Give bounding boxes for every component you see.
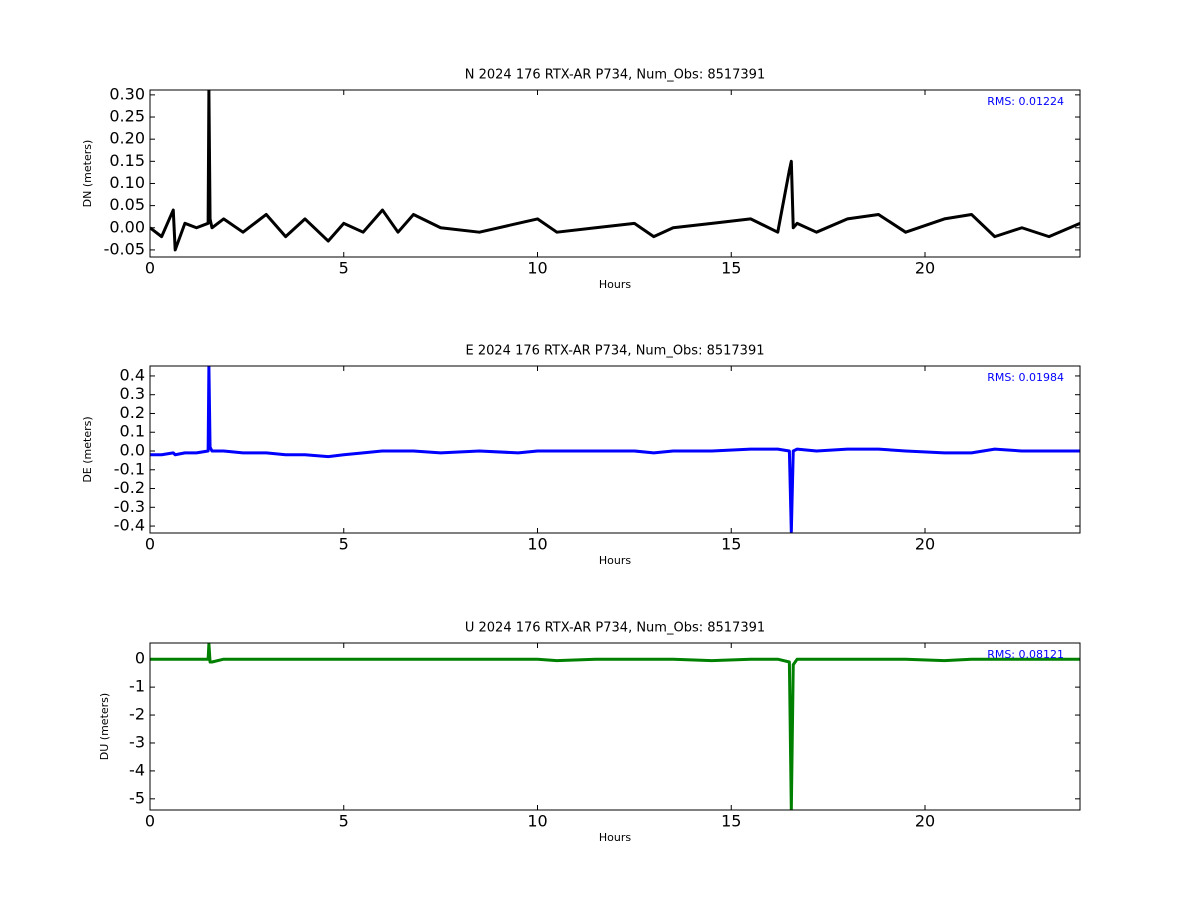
- chart-title: N 2024 176 RTX-AR P734, Num_Obs: 8517391: [465, 68, 765, 83]
- y-tick-label: -3: [129, 732, 145, 751]
- y-tick-label: -0.1: [114, 459, 145, 478]
- rms-annotation: RMS: 0.01984: [987, 371, 1064, 384]
- y-axis-label: DE (meters): [81, 416, 94, 482]
- data-line: [150, 366, 1080, 533]
- y-tick-label: -0.05: [104, 239, 145, 258]
- x-axis-label: Hours: [599, 554, 631, 567]
- x-axis-label: Hours: [599, 278, 631, 291]
- plot-frame: [149, 365, 1081, 534]
- y-tick-label: 0.1: [120, 422, 145, 441]
- x-tick-label: 5: [339, 535, 349, 554]
- x-tick-label: 10: [527, 812, 547, 831]
- y-tick-label: 0.2: [120, 403, 145, 422]
- plot-frame: [149, 642, 1081, 811]
- data-line: [150, 643, 1080, 810]
- y-tick-label: 0.30: [109, 84, 145, 103]
- x-tick-label: 15: [721, 259, 741, 278]
- x-tick-label: 20: [915, 812, 935, 831]
- y-tick-label: -2: [129, 705, 145, 724]
- y-tick-label: -5: [129, 788, 145, 807]
- y-tick-label: 0.3: [120, 384, 145, 403]
- y-tick-label: 0.05: [109, 195, 145, 214]
- x-tick-label: 0: [145, 812, 155, 831]
- rms-annotation: RMS: 0.01224: [987, 95, 1064, 108]
- y-tick-label: 0.20: [109, 129, 145, 148]
- y-axis-label: DU (meters): [98, 693, 111, 760]
- y-axis-label: DN (meters): [81, 140, 94, 208]
- y-tick-label: 0.0: [120, 441, 145, 460]
- y-tick-label: 0.10: [109, 173, 145, 192]
- y-tick-label: 0.15: [109, 151, 145, 170]
- x-tick-label: 15: [721, 812, 741, 831]
- x-axis-label: Hours: [599, 831, 631, 844]
- y-tick-label: 0: [135, 649, 145, 668]
- x-tick-label: 15: [721, 535, 741, 554]
- y-tick-label: -0.3: [114, 497, 145, 516]
- x-tick-label: 20: [915, 535, 935, 554]
- x-tick-label: 5: [339, 259, 349, 278]
- chart-title: E 2024 176 RTX-AR P734, Num_Obs: 8517391: [466, 344, 765, 359]
- x-tick-label: 0: [145, 259, 155, 278]
- x-tick-label: 20: [915, 259, 935, 278]
- data-line: [150, 90, 1080, 252]
- y-tick-label: 0.00: [109, 217, 145, 236]
- y-tick-label: -4: [129, 760, 145, 779]
- x-tick-label: 10: [527, 535, 547, 554]
- plot-frame: [149, 89, 1081, 258]
- y-tick-label: -0.4: [114, 516, 145, 535]
- x-tick-label: 5: [339, 812, 349, 831]
- x-tick-label: 0: [145, 535, 155, 554]
- rms-annotation: RMS: 0.08121: [987, 648, 1064, 661]
- chart-title: U 2024 176 RTX-AR P734, Num_Obs: 8517391: [465, 621, 765, 636]
- x-tick-label: 10: [527, 259, 547, 278]
- y-tick-label: -0.2: [114, 478, 145, 497]
- y-tick-label: -1: [129, 677, 145, 696]
- y-tick-label: 0.25: [109, 107, 145, 126]
- y-tick-label: 0.4: [120, 365, 145, 384]
